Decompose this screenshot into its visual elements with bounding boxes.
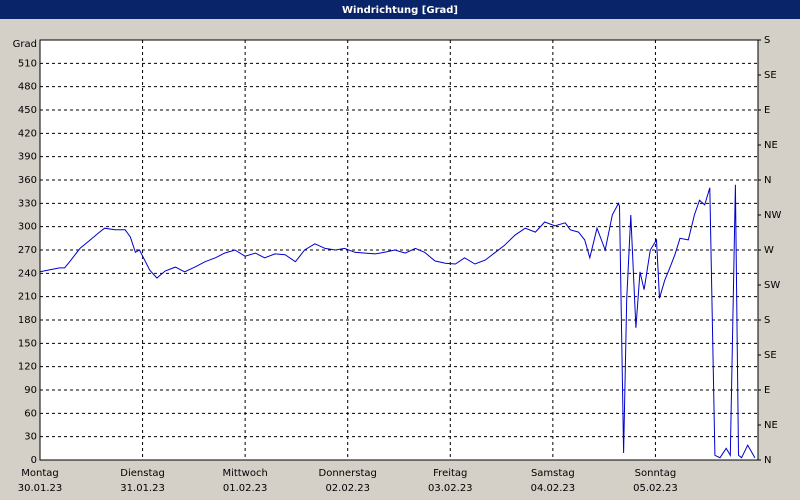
y2-tick-label: W	[764, 245, 774, 256]
x-tick-label: Mittwoch	[222, 468, 267, 479]
y-axis-label: Grad	[13, 39, 37, 50]
x-tick-date: 03.02.23	[428, 483, 473, 494]
y2-tick-label: NE	[764, 140, 778, 151]
y2-tick-label: SE	[764, 350, 777, 361]
x-tick-date: 30.01.23	[18, 483, 63, 494]
y-tick-label: 480	[18, 82, 37, 93]
y2-tick-label: S	[764, 35, 770, 46]
x-tick-date: 31.01.23	[120, 483, 165, 494]
y-tick-label: 300	[18, 222, 37, 233]
y2-tick-label: N	[764, 455, 771, 466]
y2-tick-label: NW	[764, 210, 781, 221]
y-tick-label: 390	[18, 152, 37, 163]
y2-tick-label: S	[764, 315, 770, 326]
chart-title: Windrichtung [Grad]	[342, 5, 458, 16]
y-tick-label: 240	[18, 268, 37, 279]
x-tick-label: Donnerstag	[319, 468, 377, 479]
y-tick-label: 330	[18, 198, 37, 209]
x-tick-label: Sonntag	[635, 468, 677, 479]
y-tick-label: 60	[24, 408, 37, 419]
title-bar	[0, 0, 800, 19]
x-tick-label: Dienstag	[120, 468, 165, 479]
y-tick-label: 30	[24, 432, 37, 443]
y2-tick-label: N	[764, 175, 771, 186]
y-tick-label: 360	[18, 175, 37, 186]
plot-area	[39, 39, 759, 461]
x-tick-date: 05.02.23	[633, 483, 678, 494]
y2-tick-label: SW	[764, 280, 780, 291]
x-tick-label: Montag	[21, 468, 58, 479]
x-tick-date: 02.02.23	[325, 483, 370, 494]
y-tick-label: 450	[18, 105, 37, 116]
y2-tick-label: E	[764, 105, 770, 116]
y2-tick-label: SE	[764, 70, 777, 81]
y-tick-label: 150	[18, 338, 37, 349]
y-tick-label: 420	[18, 128, 37, 139]
y2-tick-label: NE	[764, 420, 778, 431]
y-tick-label: 270	[18, 245, 37, 256]
x-tick-label: Samstag	[531, 468, 575, 479]
y-tick-label: 90	[24, 385, 37, 396]
x-tick-date: 01.02.23	[223, 483, 268, 494]
y-tick-label: 0	[31, 455, 37, 466]
y-tick-label: 120	[18, 362, 37, 373]
x-tick-label: Freitag	[433, 468, 467, 479]
y-tick-label: 210	[18, 292, 37, 303]
x-tick-date: 04.02.23	[531, 483, 576, 494]
y-tick-label: 510	[18, 58, 37, 69]
y-tick-label: 180	[18, 315, 37, 326]
y2-tick-label: E	[764, 385, 770, 396]
data-line	[39, 184, 756, 459]
